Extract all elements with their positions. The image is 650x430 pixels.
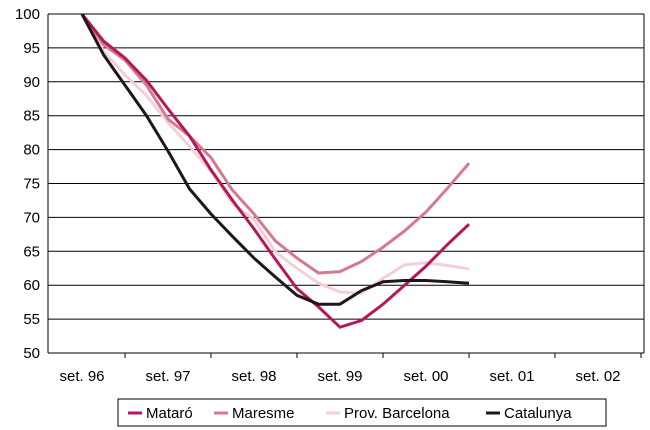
x-tick-label: set. 98: [231, 368, 276, 385]
y-tick-label: 90: [23, 74, 40, 91]
y-axis: 100 95 90 85 80 75 70 65 60 55 50: [15, 6, 40, 362]
legend-box: [117, 398, 607, 427]
x-tick-label: set. 96: [59, 368, 104, 385]
y-tick-label: 70: [23, 209, 40, 226]
y-tick-label: 55: [23, 311, 40, 328]
y-tick-label: 50: [23, 345, 40, 362]
x-tick-label: set. 01: [489, 368, 534, 385]
legend-label-0: Mataró: [146, 405, 193, 422]
legend-label-1: Maresme: [232, 405, 295, 422]
series-lines: [80, 13, 471, 329]
y-tick-label: 60: [23, 277, 40, 294]
y-tick-label: 85: [23, 108, 40, 125]
x-axis: set. 96 set. 97 set. 98 set. 99 set. 00 set. …: [59, 353, 642, 385]
series-line-3: [80, 13, 470, 306]
legend-label-3: Catalunya: [504, 405, 572, 422]
series-line-0: [80, 13, 471, 329]
series-line-2: [80, 13, 470, 295]
x-tick-label: set. 97: [145, 368, 190, 385]
legend-label-2: Prov. Barcelona: [344, 405, 450, 422]
x-tick-label: set. 00: [403, 368, 448, 385]
y-tick-label: 80: [23, 142, 40, 159]
series-line-1: [80, 13, 471, 275]
x-tick-label: set. 02: [575, 368, 620, 385]
y-tick-label: 95: [23, 40, 40, 57]
legend: Mataró Maresme Prov. Barcelona Catalunya: [117, 398, 607, 427]
y-tick-label: 100: [15, 6, 40, 23]
x-tick-label: set. 99: [317, 368, 362, 385]
y-tick-label: 75: [23, 176, 40, 193]
y-tick-label: 65: [23, 243, 40, 260]
